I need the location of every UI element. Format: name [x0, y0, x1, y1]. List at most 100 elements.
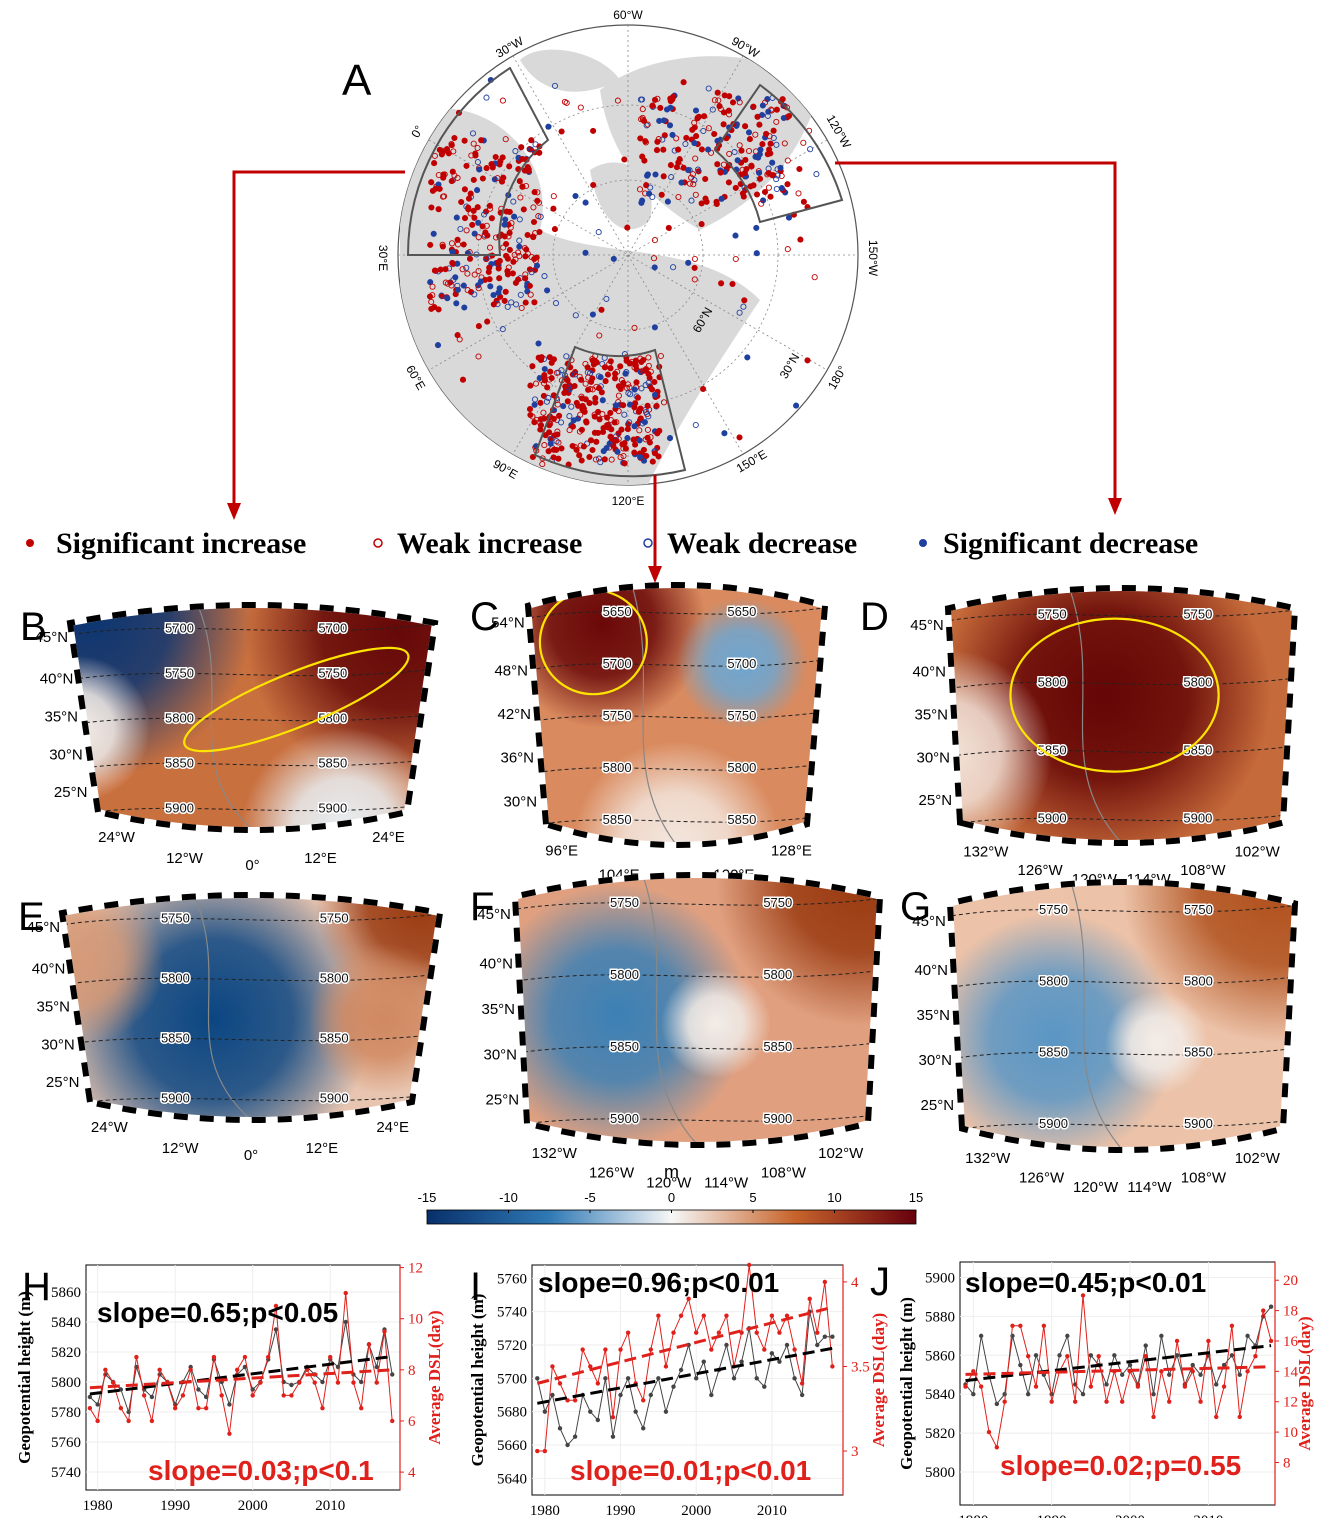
- map-lat-label: 45°N: [477, 906, 511, 923]
- series-point: [1057, 1353, 1062, 1358]
- series-point: [633, 1409, 638, 1414]
- colorbar-tick-label: -5: [584, 1190, 596, 1205]
- series-point: [641, 1398, 646, 1403]
- trend-line: [89, 1355, 393, 1396]
- series-point: [134, 1354, 139, 1360]
- map-lon-label: 24°E: [376, 1119, 409, 1136]
- contour-line: [70, 668, 435, 681]
- series-point: [1033, 1384, 1039, 1389]
- map-lon-label: 132°W: [965, 1150, 1011, 1167]
- contour-label: 5900: [320, 1091, 349, 1106]
- contour-label: 5750: [1038, 607, 1067, 622]
- series-point: [830, 1364, 835, 1369]
- series-point: [694, 1376, 699, 1381]
- series-point: [769, 1313, 775, 1318]
- series-point: [572, 1434, 578, 1439]
- map-lat-label: 25°N: [54, 784, 88, 801]
- series-point: [172, 1405, 178, 1411]
- series-point: [366, 1342, 372, 1347]
- series-point: [815, 1342, 820, 1348]
- y2-tick-label: 3.5: [851, 1359, 870, 1375]
- y-axis-title: Geopotential height (m): [897, 1297, 916, 1470]
- map-lon-label: 108°W: [1180, 862, 1226, 879]
- contour-label: 5900: [1184, 1116, 1213, 1131]
- map-lon-label: 108°W: [1181, 1170, 1227, 1187]
- trend-line: [965, 1344, 1272, 1383]
- series-point: [709, 1347, 714, 1352]
- contour-label: 5750: [165, 666, 194, 681]
- map-blob: [676, 597, 808, 729]
- y-tick-label: 5800: [51, 1375, 81, 1391]
- map-lon-label: 126°W: [1019, 1170, 1065, 1187]
- series-point: [701, 1313, 706, 1318]
- y-tick-label: 5860: [925, 1348, 955, 1364]
- series-point: [671, 1330, 676, 1335]
- contour-label: 5800: [165, 711, 194, 726]
- series-point: [149, 1418, 155, 1424]
- y-tick-label: 5860: [51, 1285, 81, 1301]
- series-point: [273, 1303, 279, 1309]
- y-tick-label: 5840: [925, 1387, 955, 1403]
- map-lat-label: 25°N: [919, 792, 953, 809]
- contour-label: 5800: [763, 967, 792, 982]
- map-lat-label: 40°N: [912, 664, 946, 681]
- map-lat-label: 45°N: [912, 913, 946, 930]
- contour-label: 5650: [603, 604, 632, 619]
- series-point: [1025, 1391, 1031, 1397]
- coastline: [631, 585, 677, 845]
- contour-label: 5900: [1183, 811, 1212, 826]
- series-point: [542, 1448, 548, 1454]
- series-point: [157, 1367, 162, 1373]
- series-point: [580, 1347, 585, 1352]
- contour-label: 5750: [161, 911, 190, 926]
- contour-label: 5850: [1038, 743, 1067, 758]
- map-lat-label: 54°N: [491, 615, 525, 632]
- series-point: [807, 1296, 812, 1302]
- map-lon-label: 24°W: [91, 1119, 129, 1136]
- series-line: [89, 1293, 393, 1434]
- series-point: [281, 1393, 286, 1398]
- coastline: [193, 895, 252, 1120]
- series-point: [265, 1354, 271, 1360]
- series-point: [1143, 1343, 1148, 1348]
- map-lon-label: 24°W: [98, 829, 136, 846]
- series-point: [1151, 1391, 1156, 1397]
- contour-label: 5800: [318, 711, 347, 726]
- series-point: [141, 1393, 147, 1398]
- legend: Significant increase Weak increase Weak …: [26, 527, 1198, 560]
- map-lat-label: 40°N: [479, 956, 513, 973]
- map-lat-label: 30°N: [484, 1046, 518, 1063]
- series-point: [390, 1418, 395, 1424]
- contour-label: 5750: [727, 708, 756, 723]
- series-point: [1033, 1353, 1039, 1358]
- polar-lon-label: 150°W: [866, 240, 880, 277]
- y2-tick-label: 4: [851, 1275, 859, 1291]
- map-lon-label: 12°E: [304, 850, 337, 867]
- panel-letter: H: [22, 1265, 51, 1309]
- series-point: [822, 1279, 828, 1285]
- x-tick-label: 1990: [606, 1503, 636, 1518]
- series-point: [1065, 1353, 1070, 1359]
- series-point: [595, 1417, 601, 1423]
- series-point: [219, 1393, 224, 1398]
- contour-label: 5850: [161, 1031, 190, 1046]
- series-point: [227, 1402, 232, 1407]
- series-point: [978, 1333, 984, 1339]
- y2-axis-title: Average DSL(day): [869, 1313, 888, 1447]
- series-point: [289, 1393, 294, 1398]
- series-point: [95, 1402, 100, 1407]
- map-blob: [307, 943, 440, 1095]
- contour-label: 5800: [610, 967, 639, 982]
- series-point: [1018, 1362, 1023, 1368]
- map-field: 5650 5650 5700 5700 5750 5750 5800 5800 5850 5850: [528, 585, 825, 845]
- y-tick-label: 5780: [51, 1405, 81, 1421]
- series-point: [180, 1393, 186, 1398]
- y2-axis-title: Average DSL(day): [1295, 1316, 1314, 1450]
- map-panel-b: 5700 5700 5750 5750 5800 5800 5850 5850 5900 5900…: [20, 602, 439, 874]
- series-point: [1080, 1293, 1086, 1298]
- map-lat-label: 35°N: [44, 708, 78, 725]
- map-lat-label: 35°N: [916, 1007, 950, 1024]
- y-tick-label: 5760: [51, 1435, 81, 1451]
- map-lon-label: 114°W: [704, 1174, 749, 1191]
